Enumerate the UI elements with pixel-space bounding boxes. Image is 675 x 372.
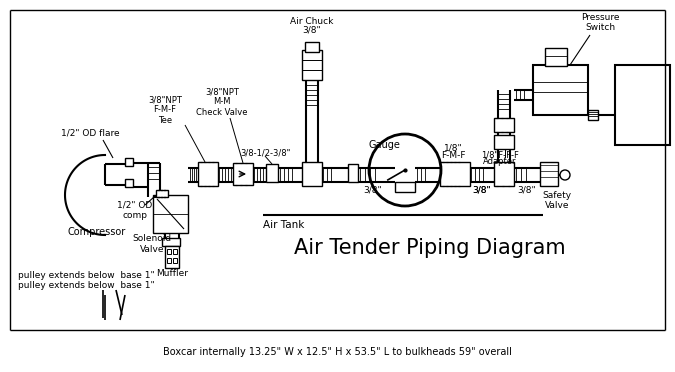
Bar [266,164,278,182]
Text: Gauge: Gauge [368,140,400,150]
Bar [125,158,133,166]
Text: Air Tender Piping Diagram: Air Tender Piping Diagram [294,238,566,258]
Text: Air Tank: Air Tank [263,220,304,230]
Bar [348,164,358,182]
Bar [494,135,514,149]
Bar [125,179,133,187]
Text: Switch: Switch [585,23,615,32]
Bar [302,162,322,186]
Text: 1/8"F-F-F: 1/8"F-F-F [481,151,519,160]
Text: 3/8"NPT
F-M-F
Tee: 3/8"NPT F-M-F Tee [148,95,182,125]
Text: 3/8": 3/8" [518,186,537,195]
Bar [162,238,180,246]
Bar [173,258,177,263]
Text: 3/8": 3/8" [302,26,321,35]
Bar [167,258,171,263]
Bar [533,65,588,115]
Bar [153,195,188,233]
Text: 1/8": 1/8" [443,144,462,153]
Text: Boxcar internally 13.25" W x 12.5" H x 53.5" L to bulkheads 59" overall: Boxcar internally 13.25" W x 12.5" H x 5… [163,347,512,357]
Bar [615,65,670,145]
Bar [440,162,470,186]
Text: Adapter: Adapter [483,157,517,167]
Bar [156,190,168,197]
Text: Pressure: Pressure [580,13,619,22]
Text: F-M-F: F-M-F [441,151,465,160]
Text: 3/8"NPT
M-M
Check Valve: 3/8"NPT M-M Check Valve [196,87,248,117]
Bar [233,163,253,185]
Bar [302,50,322,80]
Bar [588,110,598,120]
Text: 3/8": 3/8" [364,186,382,195]
Text: Muffler: Muffler [156,269,188,279]
Text: Safety: Safety [543,192,572,201]
Bar [165,246,179,268]
Text: 3/8-1/2-3/8": 3/8-1/2-3/8" [240,148,290,157]
Text: pulley extends below  base 1": pulley extends below base 1" [18,270,155,279]
Bar [173,249,177,254]
Text: pulley extends below  base 1": pulley extends below base 1" [18,280,155,289]
Text: Solenoid
Valve: Solenoid Valve [132,234,171,254]
Text: Compressor: Compressor [68,227,126,237]
Bar [167,249,171,254]
Bar [198,162,218,186]
Bar [494,118,514,132]
Bar [305,42,319,52]
Text: 1/2" OD flare: 1/2" OD flare [61,128,119,138]
Bar [540,162,558,186]
Bar [494,162,514,186]
Text: 3/8": 3/8" [472,186,491,195]
Bar [395,182,415,192]
Text: 1/2" OD
comp: 1/2" OD comp [117,200,153,220]
Text: Air Chuck: Air Chuck [290,17,333,26]
Bar [545,48,567,66]
Text: 3/8": 3/8" [472,186,491,195]
Text: Valve: Valve [545,201,569,209]
